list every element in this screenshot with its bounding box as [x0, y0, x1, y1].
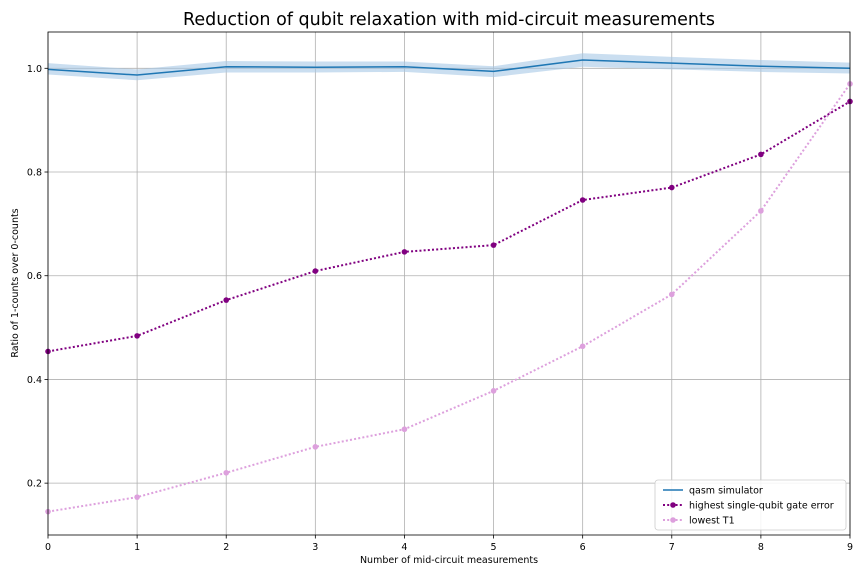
legend-box: [654, 479, 847, 531]
data-point: [312, 268, 319, 274]
data-point: [490, 388, 497, 394]
data-point: [401, 426, 408, 433]
data-point: [579, 197, 586, 203]
x-tick-label: 9: [847, 542, 853, 553]
y-tick-label: 0.4: [27, 375, 42, 386]
x-tick-label: 3: [312, 542, 318, 553]
series-points: [45, 81, 853, 515]
data-point: [758, 208, 764, 214]
y-axis-ticks: 0.2 0.4 0.6 0.8 1.0: [27, 64, 48, 490]
y-tick-label: 1.0: [27, 64, 42, 75]
data-point: [134, 494, 140, 500]
data-point: [668, 291, 675, 298]
confidence-band-layer: [48, 53, 850, 81]
data-point: [668, 184, 675, 191]
x-tick-label: 8: [758, 542, 764, 553]
y-tick-label: 0.8: [27, 168, 42, 179]
data-point: [401, 249, 408, 255]
legend-label: lowest T1: [689, 516, 735, 527]
legend-label: qasm simulator: [689, 486, 763, 497]
data-point: [223, 297, 230, 303]
data-point: [758, 151, 764, 158]
x-tick-label: 7: [669, 542, 675, 553]
x-tick-label: 4: [401, 542, 407, 553]
legend-label: highest single-qubit gate error: [689, 501, 834, 512]
confidence-band: [48, 53, 850, 81]
x-tick-label: 1: [134, 542, 140, 553]
series-line-1: [47, 100, 851, 353]
chart-title: Reduction of qubit relaxation with mid-c…: [183, 10, 715, 30]
legend: qasm simulator highest single-qubit gate …: [654, 479, 847, 531]
x-tick-label: 2: [223, 542, 229, 553]
y-tick-label: 0.6: [27, 271, 42, 282]
plot-frame: [47, 31, 851, 536]
data-point: [223, 469, 230, 476]
series-line-2: [47, 83, 851, 513]
data-point: [579, 343, 586, 350]
series-lines: [47, 59, 851, 513]
x-axis-label: Number of mid-circuit measurements: [360, 555, 538, 566]
x-axis-ticks: 0 1 2 3 4 5 6 7 8 9: [45, 535, 853, 553]
legend-marker: [670, 502, 676, 508]
data-point: [312, 444, 319, 450]
series-line-0: [47, 59, 851, 76]
legend-marker: [670, 517, 676, 523]
grid: [47, 32, 851, 535]
y-tick-label: 0.2: [27, 479, 42, 490]
x-tick-label: 0: [45, 542, 51, 553]
data-point: [134, 333, 140, 339]
x-tick-label: 5: [491, 542, 497, 553]
data-point: [490, 242, 497, 248]
y-axis-label: Ratio of 1-counts over 0-counts: [10, 208, 21, 357]
x-tick-label: 6: [580, 542, 586, 553]
